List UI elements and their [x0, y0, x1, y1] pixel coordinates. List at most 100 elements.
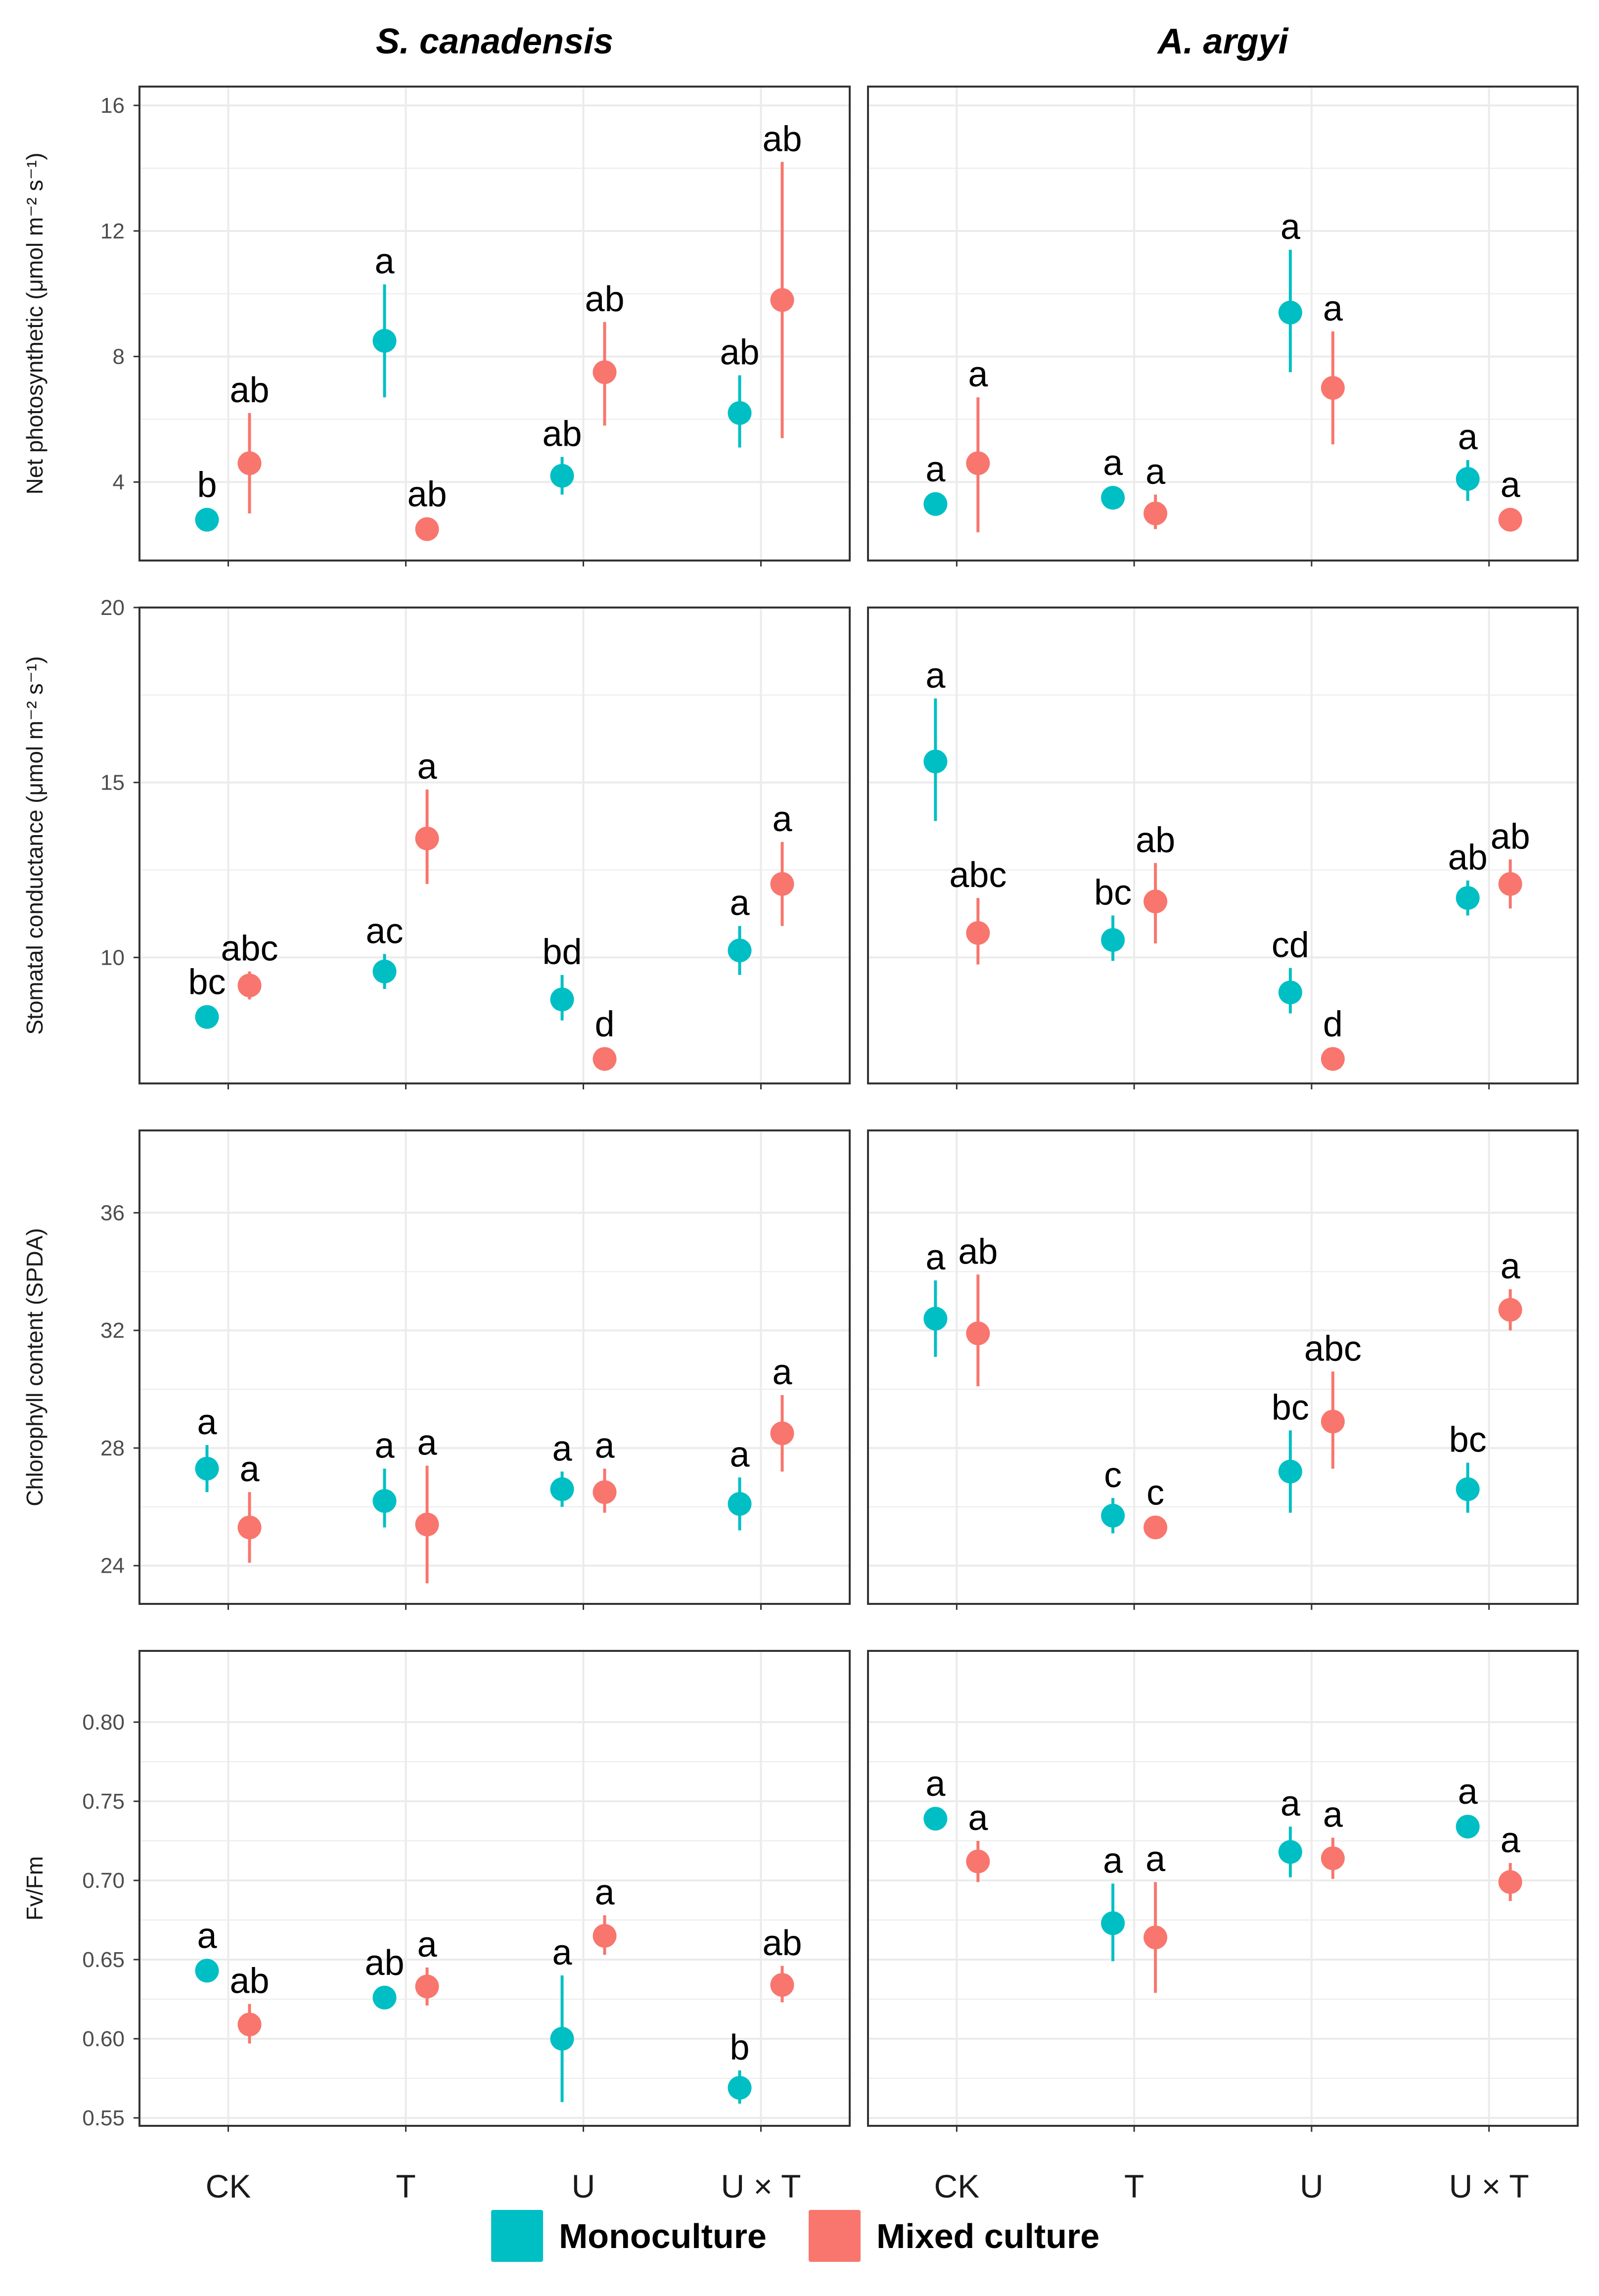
significance-letter-mono: ab — [720, 333, 759, 373]
significance-letter-mixed: c — [1146, 1473, 1164, 1512]
panel-frame — [867, 86, 1579, 562]
y-tick-label: 4 — [113, 470, 125, 494]
significance-letter-mono: a — [1103, 1841, 1123, 1880]
point-mono — [1278, 1459, 1302, 1484]
species-title-argyi: A. argyi — [1156, 22, 1289, 61]
panel-frame — [138, 607, 851, 1084]
y-axis-title-chl: Chlorophyll content (SPDA) — [22, 1228, 47, 1506]
y-axis-title-pn: Net photosynthetic (μmol m⁻² s⁻¹) — [22, 152, 47, 494]
significance-letter-mixed: abc — [949, 855, 1006, 895]
significance-letter-mono: cd — [1272, 926, 1309, 965]
significance-letter-mixed: a — [1501, 1821, 1521, 1860]
point-mono — [728, 2076, 752, 2100]
point-mixed — [593, 360, 617, 384]
point-mixed — [1498, 1298, 1522, 1322]
significance-letter-mixed: a — [1145, 452, 1166, 492]
legend: Monoculture Mixed culture — [491, 2210, 1099, 2262]
point-mono — [372, 1489, 397, 1513]
significance-letter-mono: a — [925, 450, 946, 489]
point-mono — [195, 1005, 219, 1029]
point-mixed — [770, 1973, 794, 1997]
x-tick-label: U — [572, 2168, 595, 2204]
significance-letter-mixed: a — [417, 1423, 437, 1463]
point-mixed — [237, 451, 262, 475]
point-mono — [1101, 486, 1125, 510]
significance-letter-mono: a — [552, 1933, 572, 1972]
significance-letter-mono: a — [730, 1435, 750, 1474]
point-mixed — [966, 1849, 990, 1874]
significance-letter-mono: ab — [542, 415, 582, 454]
point-mixed — [1498, 872, 1522, 896]
point-mono — [372, 1985, 397, 2010]
x-tick-label: U × T — [1449, 2168, 1529, 2204]
significance-letter-mono: a — [197, 1403, 217, 1442]
significance-letter-mono: ab — [365, 1943, 404, 1983]
significance-letter-mono: a — [925, 1764, 946, 1804]
y-tick-label: 12 — [100, 219, 125, 243]
y-tick-label: 20 — [100, 596, 125, 620]
point-mixed — [770, 1421, 794, 1446]
point-mono — [550, 1477, 574, 1501]
y-tick-label: 0.55 — [82, 2106, 125, 2130]
point-mixed — [593, 1480, 617, 1504]
panel-frames — [134, 86, 1579, 2132]
panel-frame — [138, 1129, 851, 1605]
x-tick-label: U × T — [721, 2168, 801, 2204]
significance-letter-mixed: ab — [762, 1923, 802, 1963]
point-mixed — [237, 1515, 262, 1540]
significance-letter-mono: ab — [1448, 838, 1488, 878]
significance-letter-mixed: abc — [221, 929, 278, 969]
y-tick-label: 0.75 — [82, 1789, 125, 1814]
panel-frame — [138, 1650, 851, 2127]
point-mixed — [966, 1321, 990, 1346]
panel-frame — [867, 1129, 1579, 1605]
point-mixed — [415, 826, 439, 850]
point-mono — [195, 1456, 219, 1481]
y-tick-label: 15 — [100, 771, 125, 795]
point-mono — [728, 401, 752, 425]
point-mono — [1456, 1815, 1480, 1839]
point-mixed — [415, 1512, 439, 1537]
point-mono — [1456, 467, 1480, 491]
significance-letter-mono: bc — [1449, 1420, 1487, 1460]
y-axis-title-gs: Stomatal conductance (μmol m⁻² s⁻¹) — [22, 656, 47, 1034]
panel-frame — [867, 1650, 1579, 2127]
point-mono — [1456, 1477, 1480, 1501]
point-mixed — [1498, 1870, 1522, 1894]
y-tick-label: 0.80 — [82, 1710, 125, 1734]
error-bars — [205, 162, 1512, 2104]
point-mono — [195, 1959, 219, 1983]
species-title-canadensis: S. canadensis — [376, 22, 613, 61]
point-mono — [1101, 1503, 1125, 1528]
x-tick-label: CK — [206, 2168, 251, 2204]
significance-letter-mono: a — [552, 1429, 572, 1469]
significance-letter-mixed: a — [1323, 1795, 1343, 1835]
significance-letter-mixed: ab — [762, 119, 802, 159]
y-tick-label: 10 — [100, 945, 125, 970]
significance-letter-mono: a — [1458, 1772, 1478, 1812]
y-tick-label: 0.60 — [82, 2027, 125, 2051]
point-mixed — [237, 973, 262, 997]
significance-letter-mono: a — [1280, 207, 1301, 247]
significance-letter-mixed: ab — [407, 475, 447, 515]
point-mixed — [1321, 1846, 1345, 1871]
gridlines — [139, 87, 1578, 2126]
significance-letter-mixed: a — [1145, 1839, 1166, 1879]
point-mixed — [1498, 508, 1522, 532]
significance-letter-mono: a — [925, 656, 946, 696]
point-mixed — [1321, 1047, 1345, 1071]
significance-letter-mono: bc — [1094, 873, 1132, 912]
significance-letter-mixed: a — [594, 1426, 615, 1466]
point-mixed — [593, 1047, 617, 1071]
significance-letter-mixed: d — [1323, 1004, 1343, 1044]
significance-letter-mono: ac — [365, 911, 403, 951]
panel-frame — [867, 607, 1579, 1084]
point-mono — [550, 987, 574, 1012]
significance-letter-mono: a — [925, 1238, 946, 1277]
point-mono — [1456, 886, 1480, 910]
axis-and-significance-labels: S. canadensis A. argyi CK T U U × T CK T U U × T N… — [22, 22, 1530, 2204]
data-points — [195, 288, 1522, 2100]
point-mixed — [1143, 1515, 1168, 1540]
y-tick-label: 16 — [100, 94, 125, 118]
significance-letter-mixed: a — [968, 355, 988, 394]
